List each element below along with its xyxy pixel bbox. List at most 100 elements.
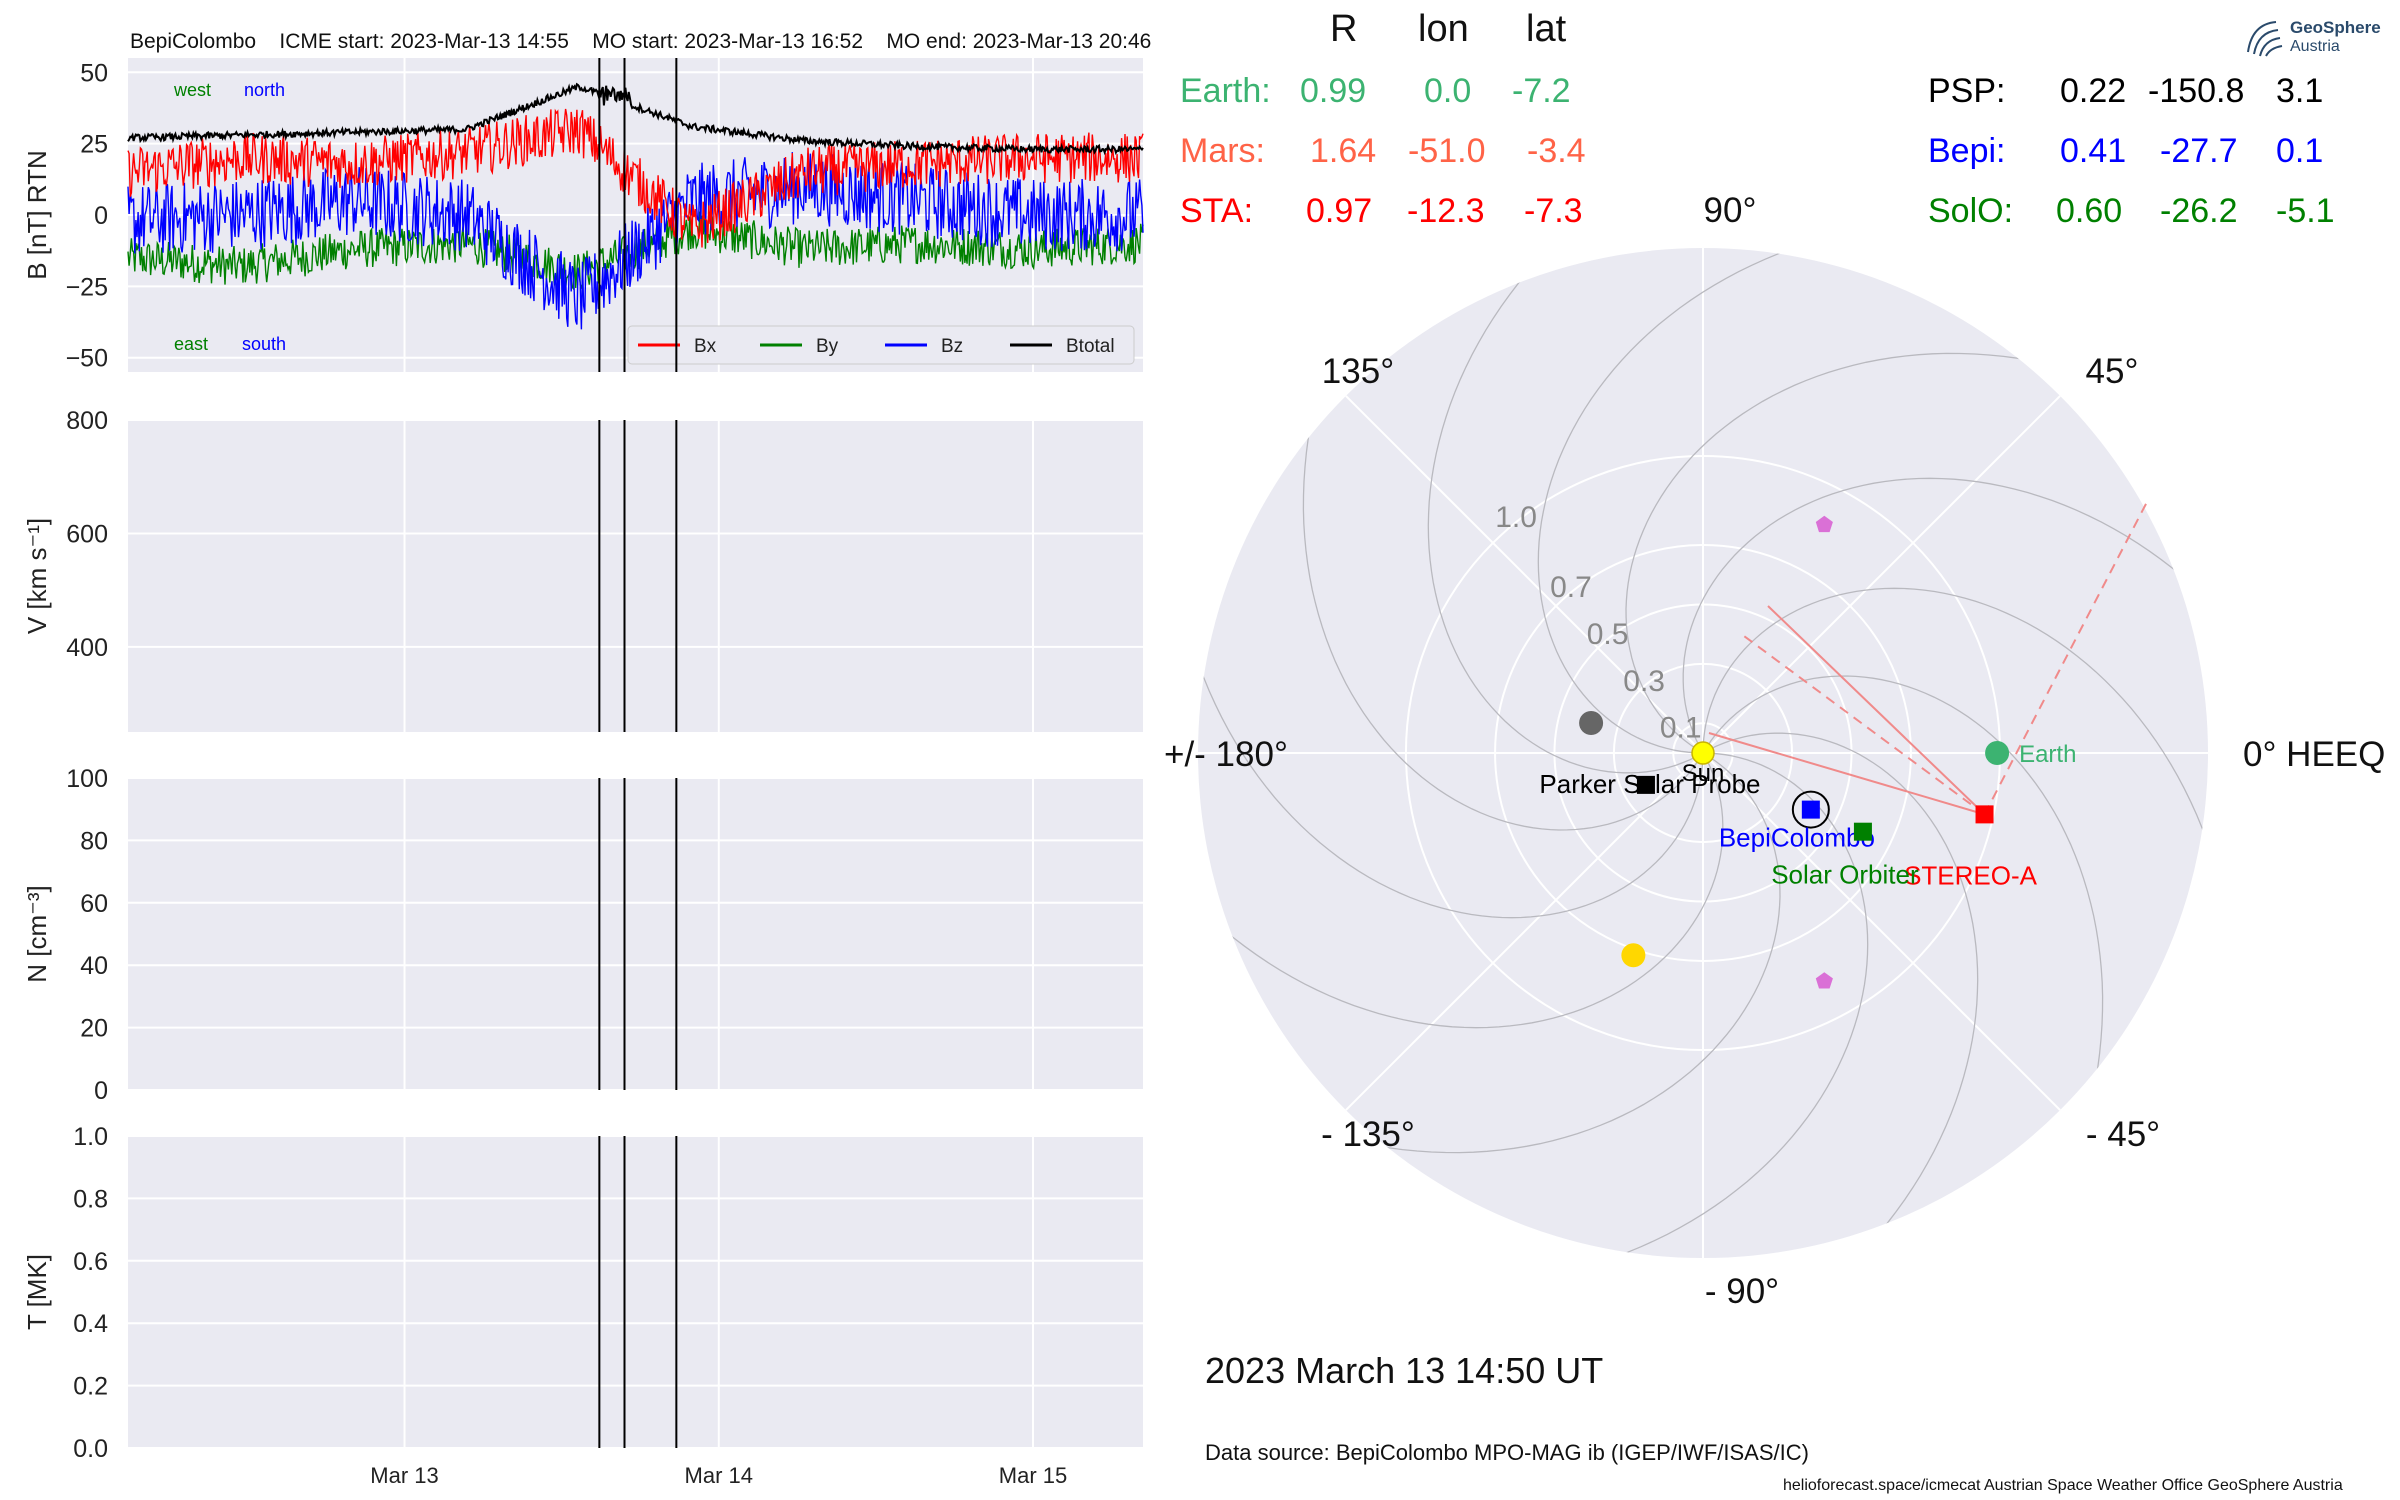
sun-marker xyxy=(1691,741,1715,765)
earth-label: Earth xyxy=(2019,741,2076,768)
y-tick-label: 600 xyxy=(66,520,108,548)
annotation-north: north xyxy=(244,80,285,100)
comet-marker xyxy=(1815,972,1833,989)
row-mars-lat: -3.4 xyxy=(1527,132,1586,170)
datetime-label: 2023 March 13 14:50 UT xyxy=(1205,1350,1604,1391)
angle-label: 45° xyxy=(2086,352,2139,391)
polar-grid xyxy=(1198,248,2208,1258)
x-tick-label: Mar 13 xyxy=(370,1463,438,1488)
legend-label: Bx xyxy=(694,336,717,357)
sta-view-line-dashed xyxy=(1983,499,2149,815)
stereo-a-marker xyxy=(1975,805,1994,824)
parker-solar-probe-marker xyxy=(1636,775,1655,794)
logo-line2: Austria xyxy=(2290,38,2340,55)
series-bz xyxy=(127,152,1144,330)
y-tick-label: 0.0 xyxy=(73,1435,108,1463)
sta-view-line-dashed xyxy=(1743,635,1986,816)
angle-label: - 45° xyxy=(2086,1115,2160,1154)
parker-spiral-line xyxy=(1427,248,1704,774)
y-tick-label: 0.4 xyxy=(73,1310,108,1338)
row-mars-r: 1.64 xyxy=(1310,132,1377,170)
radial-tick-label: 1.0 xyxy=(1495,501,1537,534)
y-tick-label: 0.2 xyxy=(73,1373,108,1401)
panel-background xyxy=(128,778,1143,1090)
legend-label: Bz xyxy=(941,336,963,357)
sun-label: Sun xyxy=(1682,760,1725,787)
parker-spiral-line xyxy=(1302,260,1704,831)
row-earth-lon: 0.0 xyxy=(1424,72,1472,110)
sta-view-line xyxy=(1767,605,1986,816)
radial-tick-label: 0.7 xyxy=(1550,571,1592,604)
legend: Bx By Bz Btotal xyxy=(627,325,1135,365)
parker-spiral-line xyxy=(1198,752,1724,1029)
radial-tick-label: 0.1 xyxy=(1660,712,1702,745)
geosphere-logo: GeoSphere Austria xyxy=(2240,14,2390,60)
bepicolombo-label: BepiColombo xyxy=(1719,823,1875,853)
radial-tick-label: 0.3 xyxy=(1623,665,1665,698)
angle-label: - 90° xyxy=(1705,1272,1779,1311)
angle-label: 0° HEEQ xyxy=(2243,735,2385,774)
mercury-ring xyxy=(1791,790,1830,829)
solar-orbiter-marker xyxy=(1853,822,1872,841)
parker-spiral-line xyxy=(1210,752,1781,1154)
logo-line1: GeoSphere xyxy=(2290,18,2381,37)
row-sta-label: STA: xyxy=(1180,192,1254,230)
angle-spoke xyxy=(1345,395,1704,754)
row-bepi-lat: 0.1 xyxy=(2276,132,2324,170)
panel-background xyxy=(128,1136,1143,1448)
y-tick-label: 1.0 xyxy=(73,1123,108,1151)
y-axis-label: N [cm⁻³] xyxy=(22,885,52,983)
y-tick-label: 100 xyxy=(66,765,108,793)
table-header-lat: lat xyxy=(1526,8,1567,50)
y-tick-label: 20 xyxy=(80,1015,108,1043)
row-sta-r: 0.97 xyxy=(1306,192,1373,230)
y-tick-label: 0 xyxy=(94,202,108,230)
event-header: BepiColombo ICME start: 2023-Mar-13 14:5… xyxy=(130,30,1151,54)
row-bepi-label: Bepi: xyxy=(1928,132,2006,170)
angle-label: +/- 180° xyxy=(1164,735,1288,774)
spacecraft-label: BepiColombo xyxy=(130,30,257,53)
parker-spiral-line xyxy=(1682,477,2208,754)
series-by xyxy=(127,211,1144,291)
parker-spiral-line xyxy=(1702,732,1979,1258)
row-sta-lon: -12.3 xyxy=(1407,192,1485,230)
angle-label: - 135° xyxy=(1321,1115,1415,1154)
sta-view-line xyxy=(1708,732,1985,816)
mo-end-label: MO end: 2023-Mar-13 20:46 xyxy=(886,30,1152,53)
y-tick-label: 60 xyxy=(80,890,108,918)
planet-marker xyxy=(1621,943,1646,968)
y-tick-label: 40 xyxy=(80,952,108,980)
row-bepi-lon: -27.7 xyxy=(2160,132,2238,170)
row-psp-lat: 3.1 xyxy=(2276,72,2324,110)
annotation-south: south xyxy=(242,334,286,354)
panel-density: 100 80 60 40 20 0 N [cm⁻³] xyxy=(22,765,1143,1105)
row-sta-lat: -7.3 xyxy=(1524,192,1583,230)
x-tick-label: Mar 15 xyxy=(999,1463,1067,1488)
parker-spiral-line xyxy=(1442,752,1869,1258)
y-tick-label: −25 xyxy=(66,273,108,301)
table-header-lon: lon xyxy=(1418,8,1469,50)
angle-label: 135° xyxy=(1322,352,1394,391)
y-tick-label: 50 xyxy=(80,59,108,87)
geosphere-logo-icon xyxy=(2247,21,2283,57)
y-axis-label: T [MK] xyxy=(22,1254,52,1330)
polar-background xyxy=(1198,248,2208,1258)
angle-spoke xyxy=(1702,752,2061,1111)
row-psp-r: 0.22 xyxy=(2060,72,2127,110)
row-bepi-r: 0.41 xyxy=(2060,132,2127,170)
series-bx xyxy=(127,108,1144,248)
row-earth-r: 0.99 xyxy=(1300,72,1367,110)
annotation-west: west xyxy=(173,80,211,100)
legend-box xyxy=(627,325,1135,365)
radial-ring xyxy=(1672,722,1734,784)
y-tick-label: 25 xyxy=(80,131,108,159)
y-tick-label: 0.8 xyxy=(73,1185,108,1213)
radial-ring xyxy=(1612,662,1794,844)
earth-marker xyxy=(1985,741,2010,765)
legend-label: By xyxy=(816,336,839,357)
parker-spiral-line xyxy=(1198,492,1704,919)
solar-orbiter-label: Solar Orbiter xyxy=(1771,860,1919,890)
panel-temperature: 1.0 0.8 0.6 0.4 0.2 0.0 T [MK] xyxy=(22,1123,1143,1463)
table-header-r: R xyxy=(1330,8,1358,50)
parker-spiral-line xyxy=(1625,352,2196,754)
